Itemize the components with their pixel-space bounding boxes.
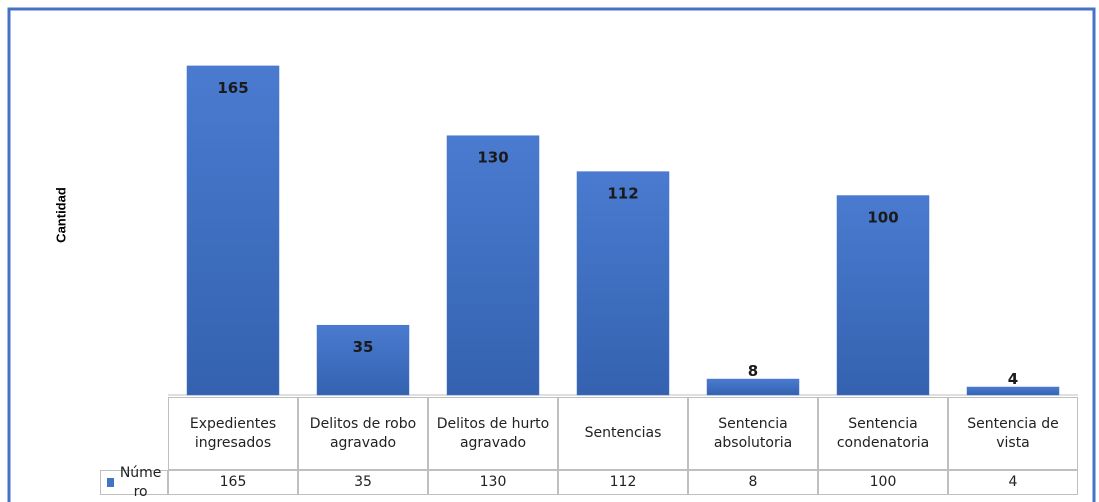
table-value: 130 [428, 470, 558, 495]
x-tick-label: Sentencia absolutoria [688, 397, 818, 470]
bar-value-label: 100 [867, 209, 898, 227]
y-axis-label: Cantidad [53, 187, 68, 243]
table-value: 112 [558, 470, 688, 495]
bar-value-label: 4 [1008, 370, 1018, 388]
bar-value-label: 130 [477, 149, 508, 167]
bar [186, 65, 280, 396]
table-value: 165 [168, 470, 298, 495]
x-tick-label: Sentencia de vista [948, 397, 1078, 470]
bar [576, 171, 670, 396]
bar-value-label: 35 [353, 338, 374, 356]
table-value: 35 [298, 470, 428, 495]
legend-label: Número [119, 465, 162, 500]
bar [316, 324, 410, 396]
x-tick-label: Expedientes ingresados [168, 397, 298, 470]
x-tick-label: Sentencias [558, 397, 688, 470]
frame [7, 7, 1096, 502]
x-tick-label: Sentencia condenatoria [818, 397, 948, 470]
legend-entry: Número [100, 465, 168, 500]
table-value: 4 [948, 470, 1078, 495]
bar-value-label: 8 [748, 362, 758, 380]
bar [706, 378, 800, 396]
bar-value-label: 165 [217, 79, 248, 97]
table-value: 8 [688, 470, 818, 495]
bar [966, 386, 1060, 396]
bar-value-label: 112 [607, 185, 638, 203]
legend-swatch [107, 478, 115, 487]
x-tick-label: Delitos de hurto agravado [428, 397, 558, 470]
bar [836, 195, 930, 396]
x-tick-label: Delitos de robo agravado [298, 397, 428, 470]
table-value: 100 [818, 470, 948, 495]
bar [446, 135, 540, 396]
